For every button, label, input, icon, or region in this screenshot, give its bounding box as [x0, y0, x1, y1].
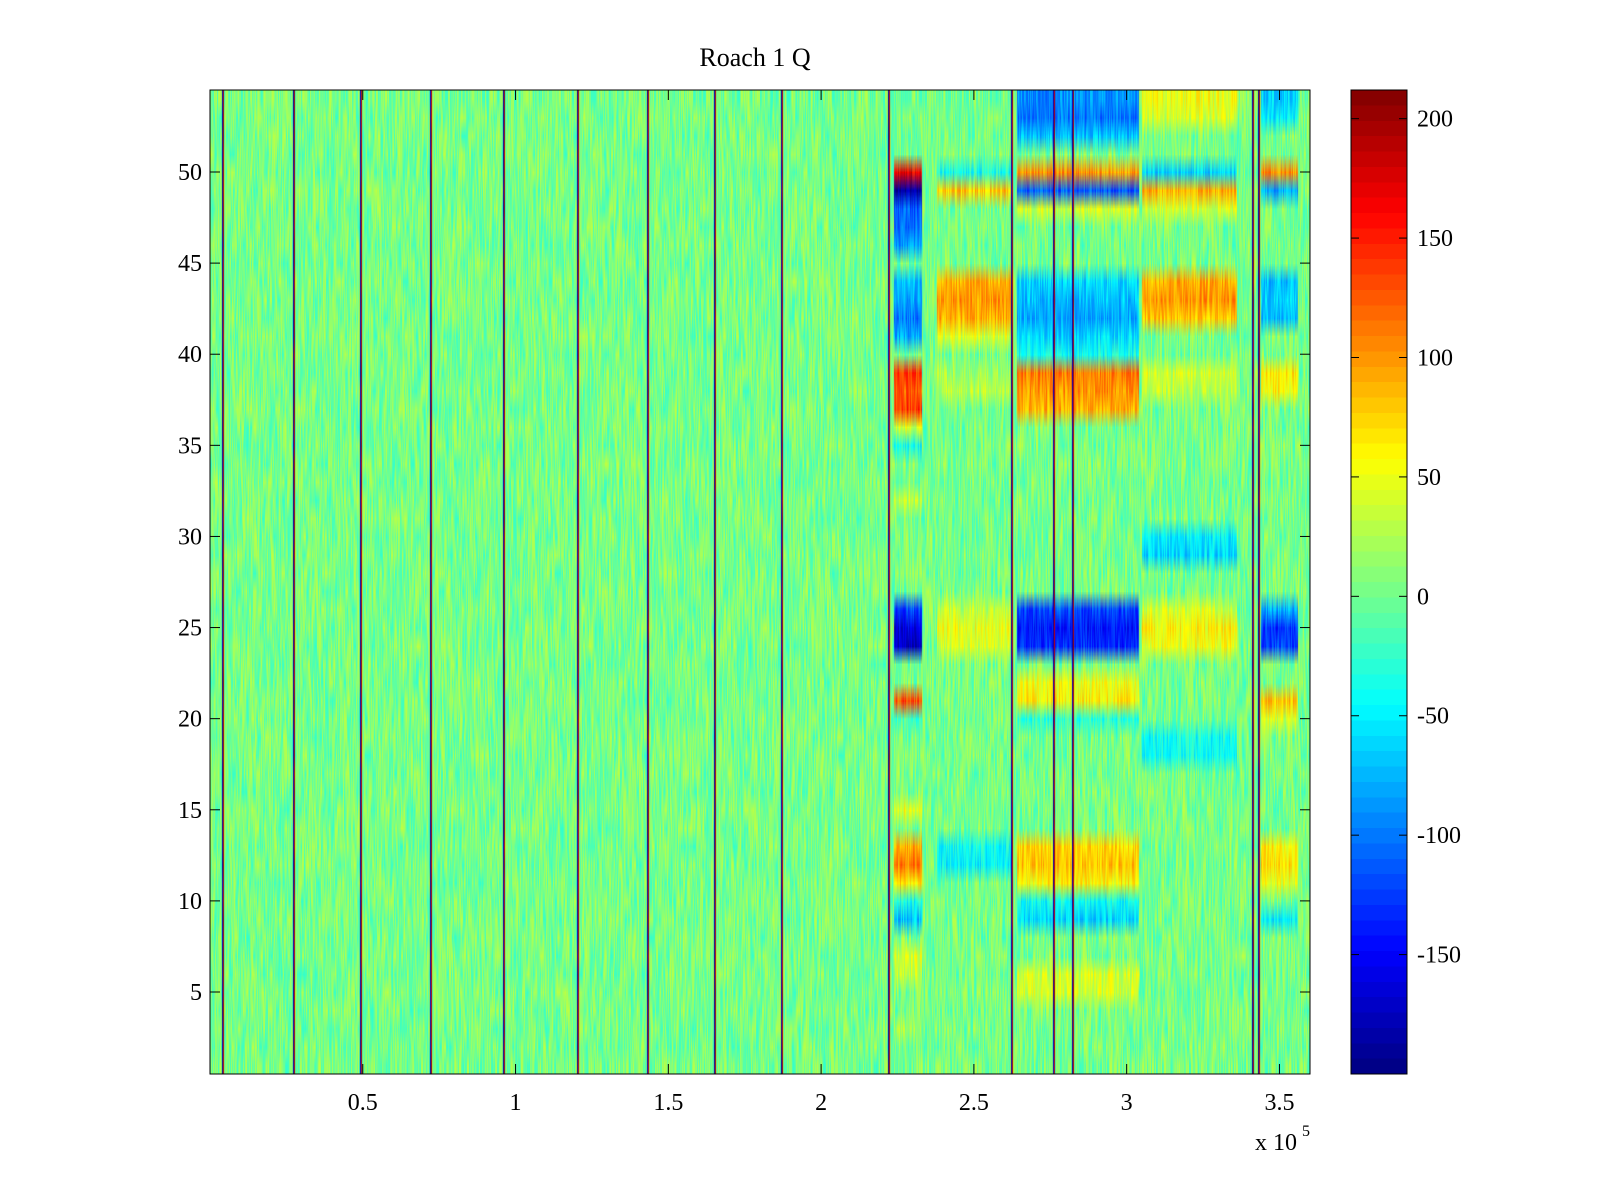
colorbar-tick-label: 50	[1417, 465, 1441, 491]
x-tick-label: 1	[510, 1090, 522, 1116]
chart-title: Roach 1 Q	[699, 43, 810, 72]
plot-frame	[209, 89, 1311, 1075]
colorbar-tick-label: -150	[1417, 943, 1461, 969]
x-tick-label: 2	[815, 1090, 827, 1116]
colorbar-tick-label: -100	[1417, 823, 1461, 849]
x-tick-label: 2.5	[959, 1090, 989, 1116]
y-tick-label: 20	[178, 707, 202, 733]
x-exponent-label: x 10	[1255, 1130, 1297, 1156]
x-tick-label: 3.5	[1264, 1090, 1294, 1116]
colorbar-gradient	[1351, 90, 1407, 1074]
x-exponent-power: 5	[1302, 1123, 1310, 1140]
x-tick-label: 3	[1121, 1090, 1133, 1116]
y-tick-label: 5	[190, 980, 202, 1006]
y-tick-label: 35	[178, 433, 202, 459]
y-tick-label: 25	[178, 616, 202, 642]
colorbar-tick-label: 100	[1417, 345, 1453, 371]
colorbar-ticks: 200 150 100 50 0 -50 -100 -150	[1351, 107, 1461, 969]
colorbar-frame	[1350, 89, 1408, 1075]
y-tick-label: 50	[178, 160, 202, 186]
colorbar: 200 150 100 50 0 -50 -100 -150	[1350, 89, 1461, 1075]
y-tick-label: 40	[178, 342, 202, 368]
colorbar-tick-label: 150	[1417, 226, 1453, 252]
colorbar-tick-label: 0	[1417, 584, 1429, 610]
y-axis: 5 10 15 20 25 30 35 40 45 50	[178, 160, 1310, 1006]
y-tick-label: 45	[178, 251, 202, 277]
heatmap-image	[210, 90, 1310, 1074]
heatmap-plot	[210, 90, 1310, 1074]
y-tick-label: 30	[178, 524, 202, 550]
colorbar-tick-label: -50	[1417, 704, 1449, 730]
colorbar-tick-label: 200	[1417, 107, 1453, 133]
y-tick-label: 10	[178, 889, 202, 915]
x-tick-label: 1.5	[653, 1090, 683, 1116]
x-tick-label: 0.5	[348, 1090, 378, 1116]
y-tick-label: 15	[178, 798, 202, 824]
x-axis: 0.5 1 1.5 2 2.5 3 3.5	[348, 90, 1294, 1116]
